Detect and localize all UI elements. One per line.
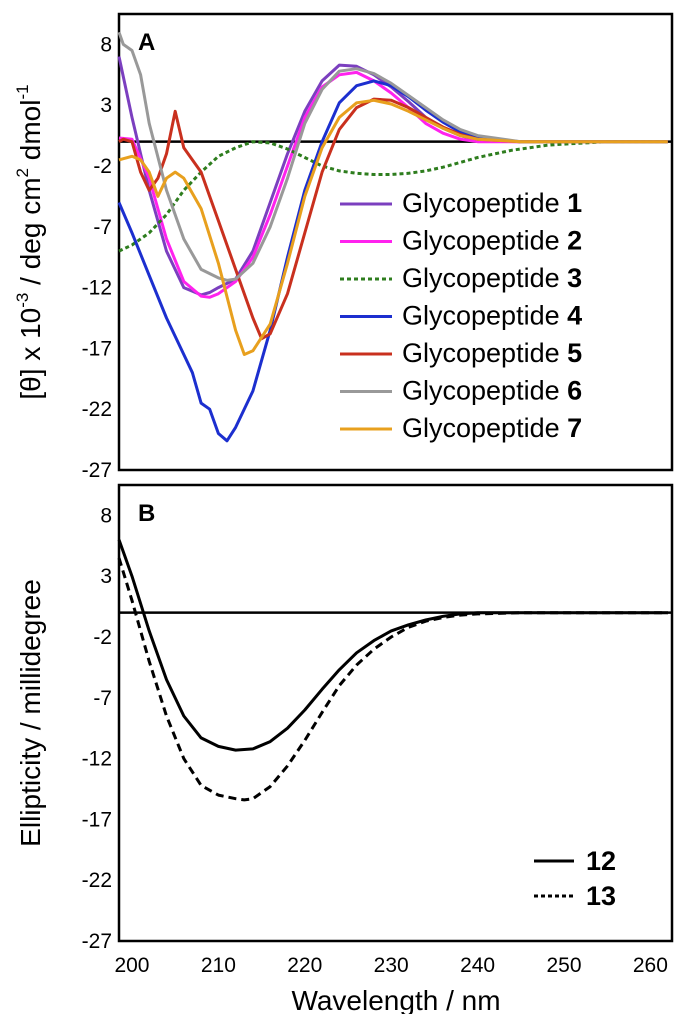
y-tick-label: 3 [100,94,112,117]
legend-label-5: Glycopeptide 5 [402,338,582,368]
y-tick-label: -27 [82,459,112,482]
legend-label-12: 12 [586,846,616,876]
y-tick-label: -22 [82,398,112,421]
panel-b-series [117,539,668,802]
series-line-13 [117,557,668,802]
series-line-4 [117,79,668,443]
series-line-6 [117,31,668,282]
panel-a-frame [117,12,674,472]
y-tick-label: -2 [93,155,112,178]
legend-label-4: Glycopeptide 4 [402,301,582,331]
panel-b-y-axis-title: Ellipticity / millidegree [15,579,46,847]
x-tick-label: 220 [287,954,322,977]
x-axis-tick-labels: 200 210 220 230 240 250 260 [114,954,667,977]
panel-a-legend: Glycopeptide 1 Glycopeptide 2 Glycopeptide… [340,188,582,443]
y-tick-label: -7 [93,687,112,710]
legend-label-7: Glycopeptide 7 [402,413,582,443]
y-tick-label: -12 [82,748,112,771]
legend-label-3: Glycopeptide 3 [402,263,582,293]
y-tick-label: -17 [82,808,112,831]
x-tick-label: 210 [201,954,236,977]
x-tick-label: 240 [460,954,495,977]
panel-a-series [117,31,668,443]
y-tick-label: -7 [93,216,112,239]
panel-b: 8 3 -2 -7 -12 -17 -22 -27 B Ellipticity / milli… [15,483,674,953]
x-axis-title: Wavelength / nm [291,985,500,1014]
panel-b-label: B [138,500,155,527]
series-line-2 [118,70,668,299]
panel-a-y-ticks: 8 3 -2 -7 -12 -17 -22 -27 [82,33,112,482]
x-tick-label: 260 [633,954,668,977]
series-line-7 [118,98,668,356]
series-line-3 [118,140,668,253]
y-tick-label: -27 [82,930,112,953]
panel-b-y-ticks: 8 3 -2 -7 -12 -17 -22 -27 [82,504,112,953]
legend-label-13: 13 [586,881,616,911]
panel-a-y-axis-title: [θ] x 10-3 / deg cm2 dmol-1 [13,84,46,399]
y-tick-label: -12 [82,277,112,300]
legend-label-6: Glycopeptide 6 [402,376,582,406]
y-tick-label: -2 [93,626,112,649]
panel-a-label: A [138,29,155,56]
x-tick-label: 200 [114,954,149,977]
legend-label-1: Glycopeptide 1 [402,188,582,218]
y-tick-label: 8 [100,33,112,56]
x-tick-label: 250 [546,954,581,977]
series-line-12 [117,539,668,752]
y-tick-label: 3 [100,565,112,588]
y-tick-label: -17 [82,337,112,360]
x-tick-label: 230 [374,954,409,977]
y-tick-label: 8 [100,504,112,527]
panel-a: 8 3 -2 -7 -12 -17 -22 -27 A [θ] x 10-3 / deg cm… [13,12,674,482]
panel-b-frame [117,483,674,943]
series-line-5 [118,97,668,341]
y-tick-label: -22 [82,869,112,892]
legend-label-2: Glycopeptide 2 [402,226,582,256]
